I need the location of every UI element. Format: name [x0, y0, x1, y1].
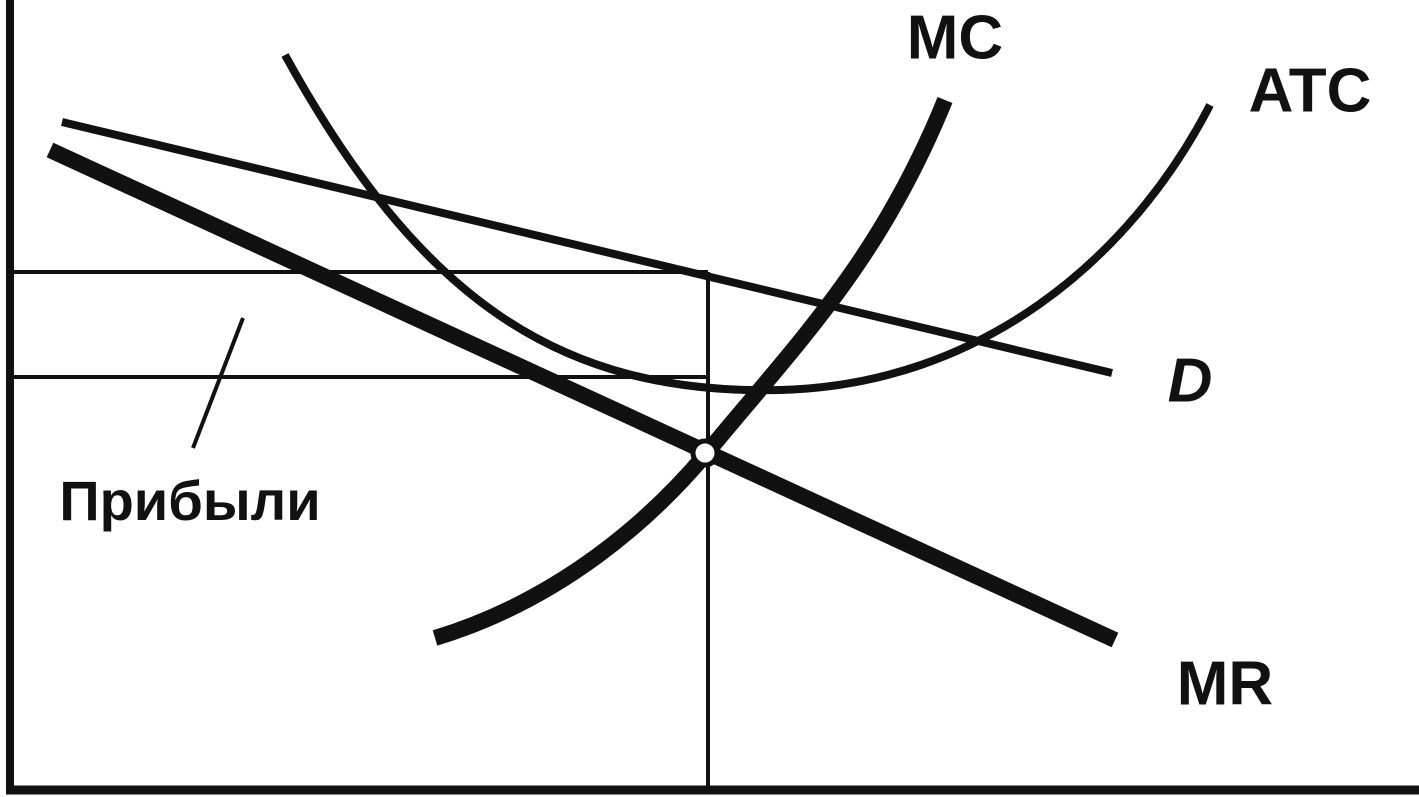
mc-label: MC	[907, 3, 1003, 72]
d-label: D	[1168, 346, 1213, 415]
profit-pointer	[191, 317, 245, 449]
profit-label: Прибыли	[59, 469, 320, 532]
mr-curve	[46, 142, 1119, 648]
atc-label: ATC	[1249, 56, 1372, 125]
demand-curve	[61, 118, 1113, 377]
atc-curve	[281, 53, 1214, 395]
equilibrium-point	[690, 438, 720, 468]
mr-label: MR	[1177, 649, 1273, 718]
